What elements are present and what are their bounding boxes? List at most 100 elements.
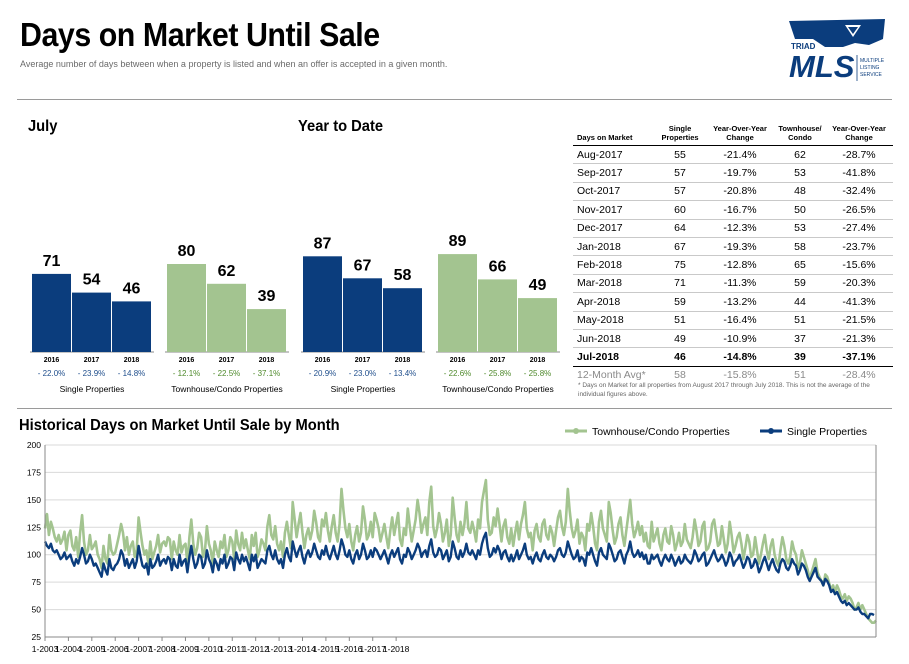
y-tick-label: 175: [27, 467, 41, 477]
table-cell: -27.4%: [825, 219, 893, 238]
table-cell: 67: [655, 237, 705, 257]
table-cell: 71: [655, 274, 705, 294]
bar-year-label: 2018: [530, 357, 546, 364]
table-cell: 59: [775, 274, 825, 294]
table-cell: 51: [794, 369, 806, 382]
bar-year-label: 2017: [84, 357, 100, 364]
table-cell: Feb-2018: [573, 255, 655, 275]
table-cell: 58: [775, 237, 825, 257]
table-header-townhouse-change: Year-Over-Year Change: [825, 124, 893, 146]
bar-value-label: 67: [354, 257, 372, 274]
table-cell: -14.8%: [705, 347, 775, 367]
table-cell: -41.3%: [825, 292, 893, 312]
table-cell: 39: [775, 347, 825, 367]
bar-year-label: 2018: [124, 357, 140, 364]
table-cell: 50: [775, 200, 825, 220]
table-cell: -21.3%: [825, 329, 893, 349]
x-tick-label: 1-2011: [219, 644, 245, 654]
y-tick-label: 25: [32, 632, 42, 642]
bar-value-label: 80: [178, 243, 196, 260]
bar-change-label: - 14.8%: [118, 369, 146, 378]
table-cell: 46: [655, 347, 705, 367]
table-row: Nov-2017 60 -16.7% 50 -26.5%: [573, 200, 893, 220]
table-cell: -15.8%: [723, 369, 757, 382]
bar-change-label: - 20.9%: [309, 369, 337, 378]
table-cell: Oct-2017: [573, 182, 655, 202]
table-cell: 65: [775, 255, 825, 275]
table-row: Dec-2017 64 -12.3% 53 -27.4%: [573, 219, 893, 238]
bar-year-label: 2016: [315, 357, 331, 364]
bar-change-label: - 37.1%: [253, 369, 281, 378]
table-row: May-2018 51 -16.4% 51 -21.5%: [573, 311, 893, 330]
bar: [383, 288, 422, 352]
table-cell: Sep-2017: [573, 163, 655, 183]
page-subtitle: Average number of days between when a pr…: [20, 59, 448, 69]
x-tick-label: 1-2010: [196, 644, 223, 654]
page-title: Days on Market Until Sale: [20, 16, 380, 53]
table-cell: -26.5%: [825, 200, 893, 220]
table-cell: -28.7%: [825, 145, 893, 165]
bar-group-label: Single Properties: [60, 384, 125, 394]
legend-label: Townhouse/Condo Properties: [592, 426, 730, 438]
table-cell: 53: [775, 219, 825, 238]
table-cell: -21.4%: [705, 145, 775, 165]
table-cell: -41.8%: [825, 163, 893, 183]
table-cell: -12.3%: [705, 219, 775, 238]
bar-value-label: 89: [449, 233, 467, 250]
table-cell: Jul-2018: [573, 347, 655, 367]
table-footnote: * Days on Market for all properties from…: [578, 382, 870, 398]
table-cell: 59: [655, 292, 705, 312]
table-cell: May-2018: [573, 311, 655, 330]
table-body: Aug-2017 55 -21.4% 62 -28.7% Sep-2017 57 -19.7%…: [573, 145, 893, 385]
table-row: Jun-2018 49 -10.9% 37 -21.3%: [573, 329, 893, 349]
table-cell: -12.8%: [705, 255, 775, 275]
july-section-title: July: [28, 118, 58, 135]
x-tick-label: 1-2013: [266, 644, 293, 654]
table-header-townhouse: Townhouse/ Condo: [775, 124, 825, 146]
bar-year-label: 2018: [259, 357, 275, 364]
table-cell: 53: [775, 163, 825, 183]
table-row: Apr-2018 59 -13.2% 44 -41.3%: [573, 292, 893, 312]
x-tick-label: 1-2015: [313, 644, 340, 654]
bar-year-label: 2017: [355, 357, 371, 364]
y-tick-label: 150: [27, 495, 41, 505]
table-header-month: Days on Market: [573, 124, 655, 146]
x-tick-label: 1-2009: [172, 644, 199, 654]
table-cell: -23.7%: [825, 237, 893, 257]
table-cell: -20.3%: [825, 274, 893, 294]
bar-value-label: 66: [489, 258, 507, 275]
table-cell: Jun-2018: [573, 329, 655, 349]
table-row: Feb-2018 75 -12.8% 65 -15.6%: [573, 255, 893, 275]
bar-change-label: - 12.1%: [173, 369, 201, 378]
bar-change-label: - 23.0%: [349, 369, 377, 378]
logo-main-text: MLS: [789, 49, 855, 84]
table-cell: 60: [655, 200, 705, 220]
table-cell: 57: [655, 163, 705, 183]
monthly-table: Days on Market Single Properties Year-Ov…: [573, 124, 893, 384]
bar: [478, 279, 517, 352]
bar-group-label: Townhouse/Condo Properties: [442, 384, 554, 394]
bar: [167, 264, 206, 352]
historical-chart-title: Historical Days on Market Until Sale by …: [19, 417, 340, 434]
table-cell: Jan-2018: [573, 237, 655, 257]
table-cell: -15.6%: [825, 255, 893, 275]
table-row-average: 12-Month Avg* 58 -15.8% 51 -28.4%: [573, 366, 893, 384]
state-shape-icon: [789, 19, 885, 47]
table-cell: 49: [655, 329, 705, 349]
table-cell: 64: [655, 219, 705, 238]
table-cell: Nov-2017: [573, 200, 655, 220]
bar-year-label: 2016: [44, 357, 60, 364]
bar-change-label: - 25.8%: [484, 369, 512, 378]
x-tick-label: 1-2004: [55, 644, 82, 654]
x-tick-label: 1-2017: [359, 644, 386, 654]
table-cell: -11.3%: [705, 274, 775, 294]
bar-change-label: - 13.4%: [389, 369, 417, 378]
table-cell: 12-Month Avg*: [577, 369, 646, 382]
y-tick-label: 100: [27, 550, 41, 560]
bar-change-label: - 23.9%: [78, 369, 106, 378]
y-tick-label: 125: [27, 522, 41, 532]
table-cell: 55: [655, 145, 705, 165]
x-tick-label: 1-2008: [149, 644, 176, 654]
ytd-bar-chart: 87 2016 - 20.9% 67 2017 - 23.0% 58 2018 - 13.4% S…: [301, 233, 560, 394]
legend-label: Single Properties: [787, 426, 867, 438]
